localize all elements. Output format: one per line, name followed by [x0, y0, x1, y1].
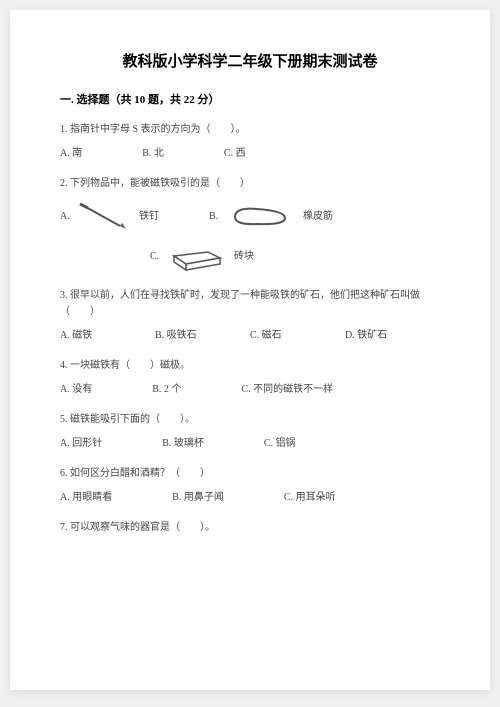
q5-opt-b: B. 玻璃杯: [162, 436, 204, 452]
q2-opt-c-label: C.: [150, 249, 168, 265]
q3-opt-a: A. 磁铁: [60, 328, 155, 344]
q4-opt-b: B. 2 个: [152, 382, 181, 398]
question-1: 1. 指南针中字母 S 表示的方向为（ ）。 A. 南 B. 北 C. 西: [60, 122, 440, 162]
q2-opt-c-word: 砖块: [234, 249, 254, 265]
q3-opt-b: B. 吸铁石: [155, 328, 250, 344]
question-7: 7. 可以观察气味的器官是（ ）。: [60, 520, 440, 536]
q4-opt-c: C. 不同的磁铁不一样: [241, 382, 333, 398]
page-title: 教科版小学科学二年级下册期末测试卷: [60, 50, 440, 74]
q1-opt-b: B. 北: [142, 146, 164, 162]
q3-opt-d: D. 铁矿石: [345, 328, 440, 344]
q6-opt-a: A. 用眼睛看: [60, 490, 112, 506]
q6-opt-c: C. 用耳朵听: [284, 490, 336, 506]
q5-opt-c: C. 铝锅: [264, 436, 296, 452]
q5-opt-a: A. 回形针: [60, 436, 102, 452]
q1-options: A. 南 B. 北 C. 西: [60, 146, 440, 162]
q2-row-c: C. 砖块: [150, 240, 440, 274]
q6-opt-b: B. 用鼻子闻: [172, 490, 224, 506]
question-5: 5. 磁铁能吸引下面的（ ）。 A. 回形针 B. 玻璃杯 C. 铝锅: [60, 412, 440, 452]
q1-text: 1. 指南针中字母 S 表示的方向为（ ）。: [60, 122, 440, 138]
q2-opt-a-word: 铁钉: [139, 209, 159, 225]
q5-options: A. 回形针 B. 玻璃杯 C. 铝锅: [60, 436, 440, 452]
question-4: 4. 一块磁铁有（ ）磁极。 A. 没有 B. 2 个 C. 不同的磁铁不一样: [60, 358, 440, 398]
q5-text: 5. 磁铁能吸引下面的（ ）。: [60, 412, 440, 428]
q2-row-ab: A. 铁钉 B. 橡皮筋: [60, 200, 440, 234]
q6-text: 6. 如何区分白醋和酒精？（ ）: [60, 466, 440, 482]
q3-opt-c: C. 磁石: [250, 328, 345, 344]
q3-text: 3. 很早以前，人们在寻找铁矿时，发现了一种能吸铁的矿石，他们把这种矿石叫做（ …: [60, 288, 440, 320]
question-3: 3. 很早以前，人们在寻找铁矿时，发现了一种能吸铁的矿石，他们把这种矿石叫做（ …: [60, 288, 440, 344]
q4-text: 4. 一块磁铁有（ ）磁极。: [60, 358, 440, 374]
rubber-band-icon: [227, 203, 297, 231]
question-6: 6. 如何区分白醋和酒精？（ ） A. 用眼睛看 B. 用鼻子闻 C. 用耳朵听: [60, 466, 440, 506]
q2-text: 2. 下列物品中，能被磁铁吸引的是（ ）: [60, 176, 440, 192]
nail-icon: [78, 200, 133, 234]
brick-icon: [168, 240, 228, 274]
section-header: 一. 选择题（共 10 题，共 22 分）: [60, 92, 440, 110]
q1-opt-a: A. 南: [60, 146, 82, 162]
q3-options: A. 磁铁 B. 吸铁石 C. 磁石 D. 铁矿石: [60, 328, 440, 344]
q6-options: A. 用眼睛看 B. 用鼻子闻 C. 用耳朵听: [60, 490, 440, 506]
q7-text: 7. 可以观察气味的器官是（ ）。: [60, 520, 440, 536]
q4-opt-a: A. 没有: [60, 382, 92, 398]
q2-opt-b-word: 橡皮筋: [303, 209, 333, 225]
q1-opt-c: C. 西: [224, 146, 246, 162]
exam-page: 教科版小学科学二年级下册期末测试卷 一. 选择题（共 10 题，共 22 分） …: [10, 10, 490, 690]
q4-options: A. 没有 B. 2 个 C. 不同的磁铁不一样: [60, 382, 440, 398]
q2-opt-a-label: A.: [60, 209, 78, 225]
question-2: 2. 下列物品中，能被磁铁吸引的是（ ） A. 铁钉 B. 橡皮筋 C.: [60, 176, 440, 274]
q2-opt-b-label: B.: [209, 209, 227, 225]
